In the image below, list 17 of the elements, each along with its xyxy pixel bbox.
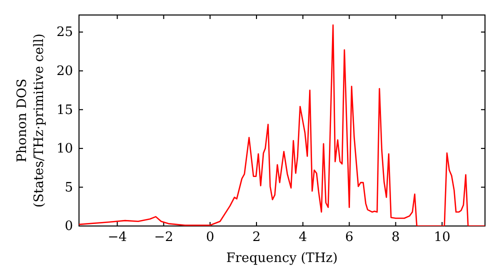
- line-series: [79, 24, 485, 226]
- x-tick-label: −4: [108, 230, 127, 246]
- y-tick-label: 0: [64, 219, 73, 234]
- x-tick-label: 2: [252, 230, 261, 246]
- y-tick-label: 5: [64, 180, 73, 196]
- x-tick-label: 4: [298, 230, 308, 246]
- y-axis-title: Phonon DOS (States/THz·primitive cell): [15, 33, 47, 208]
- x-tick-label: 0: [206, 230, 214, 246]
- y-tick-label: 15: [56, 102, 73, 118]
- x-axis-title: Frequency (THz): [226, 251, 338, 266]
- x-tick-label: −2: [154, 230, 174, 246]
- y-tick-label: 25: [56, 25, 73, 40]
- x-tick-label: 10: [434, 230, 450, 246]
- y-tick-label: 10: [56, 142, 73, 157]
- x-tick-label: 8: [392, 230, 400, 246]
- x-tick-label: 6: [345, 230, 354, 246]
- y-tick-label: 20: [56, 64, 73, 80]
